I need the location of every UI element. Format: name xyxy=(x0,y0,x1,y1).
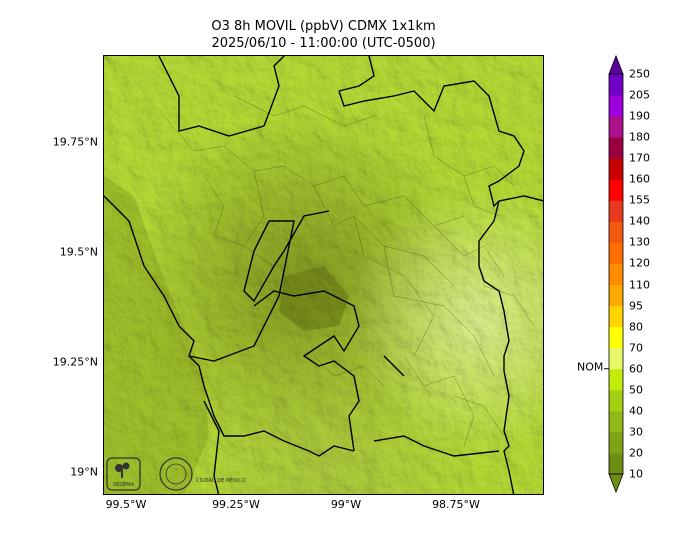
title-line-2: 2025/06/10 - 11:00:00 (UTC-0500) xyxy=(211,36,436,51)
colorbar-segment xyxy=(609,74,623,96)
colorbar-extend-low xyxy=(608,473,624,494)
lon-tick-label: 98.75°W xyxy=(432,498,480,511)
colorbar-tick-label: 205 xyxy=(629,88,650,102)
colorbar-segment xyxy=(609,200,623,222)
nom-marker-label: NOM xyxy=(577,360,604,374)
colorbar-tick-label: 140 xyxy=(629,214,650,228)
colorbar-tick-label: 130 xyxy=(629,235,650,249)
colorbar-segment xyxy=(609,347,623,370)
sedema-logo-frame xyxy=(106,457,141,491)
colorbar-segment xyxy=(609,242,623,264)
colorbar-tick-label: 20 xyxy=(629,446,643,460)
colorbar-tick-label: 70 xyxy=(629,341,643,355)
colorbar-tick-label: 60 xyxy=(629,362,643,376)
sedema-logo-text: SEDEMA xyxy=(113,482,135,488)
lat-tick-label: 19°N xyxy=(70,465,98,479)
colorbar-tick-label: 50 xyxy=(629,383,643,397)
colorbar-segment xyxy=(609,263,623,286)
lat-tick-label: 19.25°N xyxy=(52,355,98,369)
lon-tick-label: 99°W xyxy=(330,498,362,511)
colorbar-segment xyxy=(609,305,623,328)
colorbar-tick-label: 250 xyxy=(629,67,650,81)
sedema-logo-tree-crown-2 xyxy=(122,462,130,470)
colorbar-segment xyxy=(609,368,623,391)
cdmx-seal-ring xyxy=(159,457,193,491)
colorbar-tick-label: 40 xyxy=(629,404,643,418)
lon-tick-label: 99.5°W xyxy=(105,498,147,511)
colorbar-segment xyxy=(609,158,623,180)
colorbar-tick-label: 110 xyxy=(629,278,650,292)
colorbar-segment xyxy=(609,221,623,243)
colorbar-frame xyxy=(608,73,624,475)
colorbar-tick-label: 180 xyxy=(629,130,650,144)
colorbar-tick-label: 10 xyxy=(629,467,643,481)
terrain-hillshade xyxy=(104,56,543,494)
colorbar-segment xyxy=(609,431,623,454)
colorbar xyxy=(604,54,624,494)
colorbar-segment xyxy=(609,95,623,117)
lat-tick-label: 19.75°N xyxy=(52,135,98,149)
colorbar-tick-label: 120 xyxy=(629,256,650,270)
colorbar-segment xyxy=(609,179,623,201)
cdmx-seal-logo: CIUDAD DE MÉXICO xyxy=(159,457,246,491)
sedema-logo-trunk xyxy=(121,470,123,478)
map-panel: SEDEMA CIUDAD DE MÉXICO xyxy=(103,55,544,495)
ozone-map: SEDEMA CIUDAD DE MÉXICO xyxy=(104,56,543,494)
colorbar-tick-label: 160 xyxy=(629,172,650,186)
colorbar-extend-high xyxy=(608,54,624,75)
lon-tick-label: 99.25°W xyxy=(212,498,260,511)
colorbar-segment xyxy=(609,116,623,138)
colorbar-segment xyxy=(609,326,623,349)
colorbar-segment xyxy=(609,452,623,475)
colorbar-tick-label: 30 xyxy=(629,425,643,439)
colorbar-tick-label: 95 xyxy=(629,299,643,313)
cdmx-seal-text: CIUDAD DE MÉXICO xyxy=(196,476,246,484)
colorbar-segment xyxy=(609,137,623,159)
colorbar-segment xyxy=(609,284,623,307)
title-line-1: O3 8h MOVIL (ppbV) CDMX 1x1km xyxy=(211,19,436,34)
colorbar-tick-label: 80 xyxy=(629,320,643,334)
colorbar-segment xyxy=(609,389,623,412)
colorbar-tick-label: 190 xyxy=(629,109,650,123)
municipal-boundaries xyxy=(163,95,535,447)
cdmx-seal-inner-ring xyxy=(165,463,187,485)
colorbar-tick-label: 170 xyxy=(629,151,650,165)
map-title: O3 8h MOVIL (ppbV) CDMX 1x1km 2025/06/10… xyxy=(103,18,544,52)
colorbar-tick-label: 155 xyxy=(629,193,650,207)
lat-tick-label: 19.5°N xyxy=(59,245,98,259)
sedema-logo: SEDEMA xyxy=(106,457,141,491)
state-boundaries xyxy=(104,56,543,494)
colorbar-segment xyxy=(609,410,623,433)
